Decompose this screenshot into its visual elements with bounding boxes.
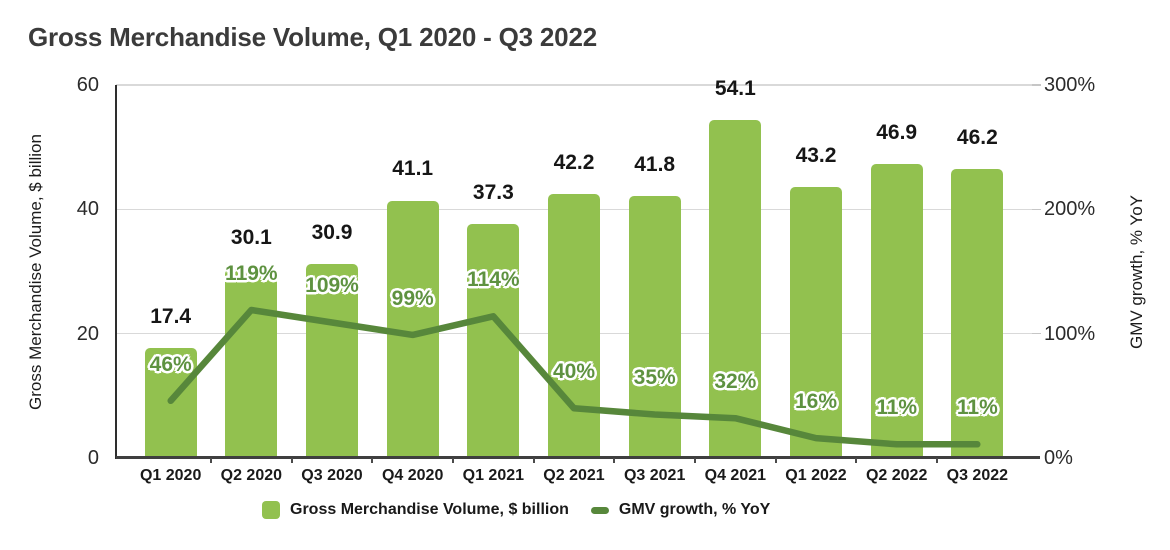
legend-bar-swatch-icon bbox=[262, 501, 280, 519]
bar-value-label: 46.2 bbox=[956, 125, 998, 149]
x-axis-baseline bbox=[116, 456, 1040, 459]
y-axis-tick-label-left: 40 bbox=[76, 198, 99, 221]
left-axis-line bbox=[115, 85, 117, 459]
x-axis-label: Q1 2022 bbox=[785, 467, 847, 484]
growth-percent-label: 99% bbox=[391, 286, 434, 310]
legend-line-swatch-icon bbox=[590, 506, 609, 514]
legend-bar-label: Gross Merchandise Volume, $ billion bbox=[290, 501, 569, 518]
y-axis-tick-label-left: 0 bbox=[87, 447, 99, 469]
x-axis-tick bbox=[774, 458, 777, 463]
legend-line-label: GMV growth, % YoY bbox=[618, 501, 771, 518]
bar-value-label: 54.1 bbox=[714, 76, 756, 100]
bar-value-label: 37.3 bbox=[472, 181, 514, 205]
growth-percent-label: 46% bbox=[149, 352, 192, 376]
y-axis-tick-label-left: 60 bbox=[76, 74, 99, 96]
x-axis-label: Q1 2020 bbox=[139, 467, 202, 484]
growth-percent-label: 11% bbox=[956, 396, 998, 420]
growth-percent-label: 16% bbox=[794, 390, 838, 414]
y-axis-tick-label-left: 20 bbox=[76, 322, 99, 345]
left-axis-title: Gross Merchandise Volume, $ billion bbox=[26, 134, 45, 410]
growth-percent-label: 35% bbox=[633, 366, 676, 390]
bar-value-label: 41.8 bbox=[634, 153, 676, 177]
x-axis-label: Q3 2020 bbox=[301, 467, 363, 484]
right-axis-tick-labels: 0% 100% 200% 300% bbox=[1044, 74, 1164, 469]
y-axis-tick-label-right: 300% bbox=[1044, 74, 1096, 96]
bar-value-label: 42.2 bbox=[553, 150, 595, 174]
growth-percent-label: 11% bbox=[876, 396, 918, 420]
right-axis-title: GMV growth, % YoY bbox=[1127, 194, 1146, 350]
growth-percent-label: 32% bbox=[714, 370, 757, 394]
bar bbox=[790, 187, 842, 456]
bar-value-label: 30.1 bbox=[230, 225, 272, 249]
bar bbox=[225, 268, 278, 456]
bar-value-label: 43.2 bbox=[795, 144, 837, 168]
x-axis-tick bbox=[613, 458, 616, 463]
x-axis-tick bbox=[371, 458, 374, 463]
gridline bbox=[116, 84, 1032, 86]
left-axis-tick-labels: 0 20 40 60 bbox=[0, 74, 106, 469]
bar bbox=[628, 196, 681, 456]
growth-percent-label: 119% bbox=[225, 262, 278, 286]
chart-title: Gross Merchandise Volume, Q1 2020 - Q3 2… bbox=[28, 22, 597, 52]
x-axis-label: Q2 2021 bbox=[543, 467, 605, 484]
bar bbox=[386, 200, 439, 456]
x-axis-tick bbox=[855, 458, 858, 463]
x-axis-label: Q3 2021 bbox=[623, 467, 686, 484]
x-axis-label: Q3 2022 bbox=[946, 467, 1009, 484]
y-axis-tick bbox=[1032, 208, 1041, 211]
bar bbox=[548, 193, 600, 456]
legend: Gross Merchandise Volume, $ billion GMV … bbox=[262, 501, 770, 519]
x-axis-label: Q4 2021 bbox=[704, 467, 767, 484]
y-axis-tick-label-right: 200% bbox=[1044, 198, 1096, 221]
bar-value-label: 17.4 bbox=[150, 304, 192, 328]
x-axis-tick bbox=[936, 458, 938, 463]
y-axis-tick bbox=[1032, 332, 1041, 335]
bar-value-label: 41.1 bbox=[392, 157, 434, 181]
x-axis-label: Q4 2020 bbox=[381, 467, 444, 484]
x-axis-tick bbox=[694, 458, 696, 463]
y-axis-tick-label-right: 100% bbox=[1044, 322, 1096, 345]
growth-percent-label: 40% bbox=[552, 360, 596, 384]
x-axis-label: Q1 2021 bbox=[462, 467, 525, 484]
bar-value-label: 30.9 bbox=[311, 220, 353, 244]
bar-value-label: 46.9 bbox=[876, 121, 918, 145]
x-axis-tick bbox=[452, 458, 454, 463]
x-axis-tick bbox=[290, 458, 293, 463]
y-axis-tick-label-right: 0% bbox=[1044, 447, 1073, 469]
x-axis-label: Q2 2022 bbox=[865, 467, 928, 484]
x-axis-label: Q2 2020 bbox=[220, 467, 283, 484]
bar bbox=[709, 119, 762, 456]
x-axis-tick bbox=[210, 458, 212, 463]
x-axis-tick bbox=[532, 458, 535, 463]
growth-percent-label: 109% bbox=[305, 274, 359, 298]
bar bbox=[467, 224, 520, 456]
plot-area: 17.4 Q1 2020 30.1 Q2 2020 30.9 Q3 2020 41.1 Q4 … bbox=[115, 77, 1041, 484]
y-axis-tick bbox=[1032, 84, 1041, 86]
growth-percent-label: 114% bbox=[467, 268, 520, 292]
